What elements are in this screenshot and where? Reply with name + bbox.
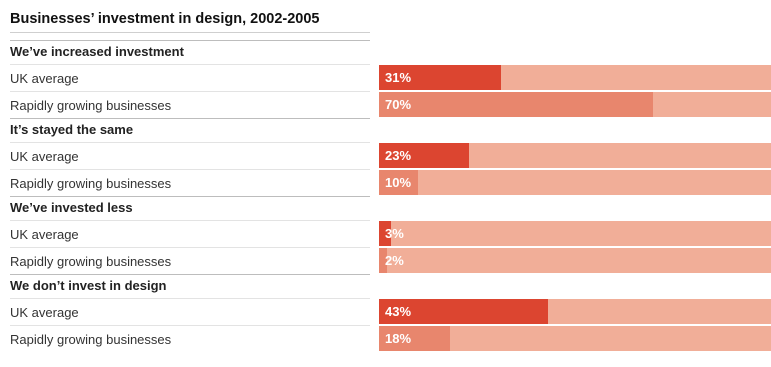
row-label: UK average <box>10 220 370 247</box>
bar-track: 3% <box>379 221 771 246</box>
bar <box>379 65 501 90</box>
bar-track: 31% <box>379 65 771 90</box>
bar-track: 18% <box>379 326 771 351</box>
row-label: Rapidly growing businesses <box>10 247 370 274</box>
data-label: 43% <box>385 304 412 319</box>
data-label: 18% <box>385 331 412 346</box>
bar <box>379 92 654 117</box>
row-label: Rapidly growing businesses <box>10 91 370 118</box>
bar-track: 70% <box>379 92 771 117</box>
data-label: 23% <box>385 148 412 163</box>
group-header: We don’t invest in design <box>10 274 370 296</box>
group-header: We’ve invested less <box>10 196 370 218</box>
bar <box>379 326 450 351</box>
row-label: UK average <box>10 64 370 91</box>
bar-track: 10% <box>379 170 771 195</box>
bar-track: 43% <box>379 299 771 324</box>
bar <box>379 143 470 168</box>
bar <box>379 299 548 324</box>
chart-title: Businesses’ investment in design, 2002-2… <box>10 5 370 33</box>
data-label: 2% <box>385 253 404 268</box>
row-label: UK average <box>10 298 370 325</box>
data-label: 70% <box>385 97 412 112</box>
group-header: We’ve increased investment <box>10 40 370 62</box>
bar-track: 23% <box>379 143 771 168</box>
bar <box>379 221 391 246</box>
row-label: Rapidly growing businesses <box>10 325 370 352</box>
data-label: 10% <box>385 175 412 190</box>
data-label: 3% <box>385 226 404 241</box>
bar <box>379 170 419 195</box>
row-label: UK average <box>10 142 370 169</box>
group-header: It’s stayed the same <box>10 118 370 140</box>
bar-track: 2% <box>379 248 771 273</box>
row-label: Rapidly growing businesses <box>10 169 370 196</box>
bar <box>379 248 387 273</box>
data-label: 31% <box>385 70 412 85</box>
